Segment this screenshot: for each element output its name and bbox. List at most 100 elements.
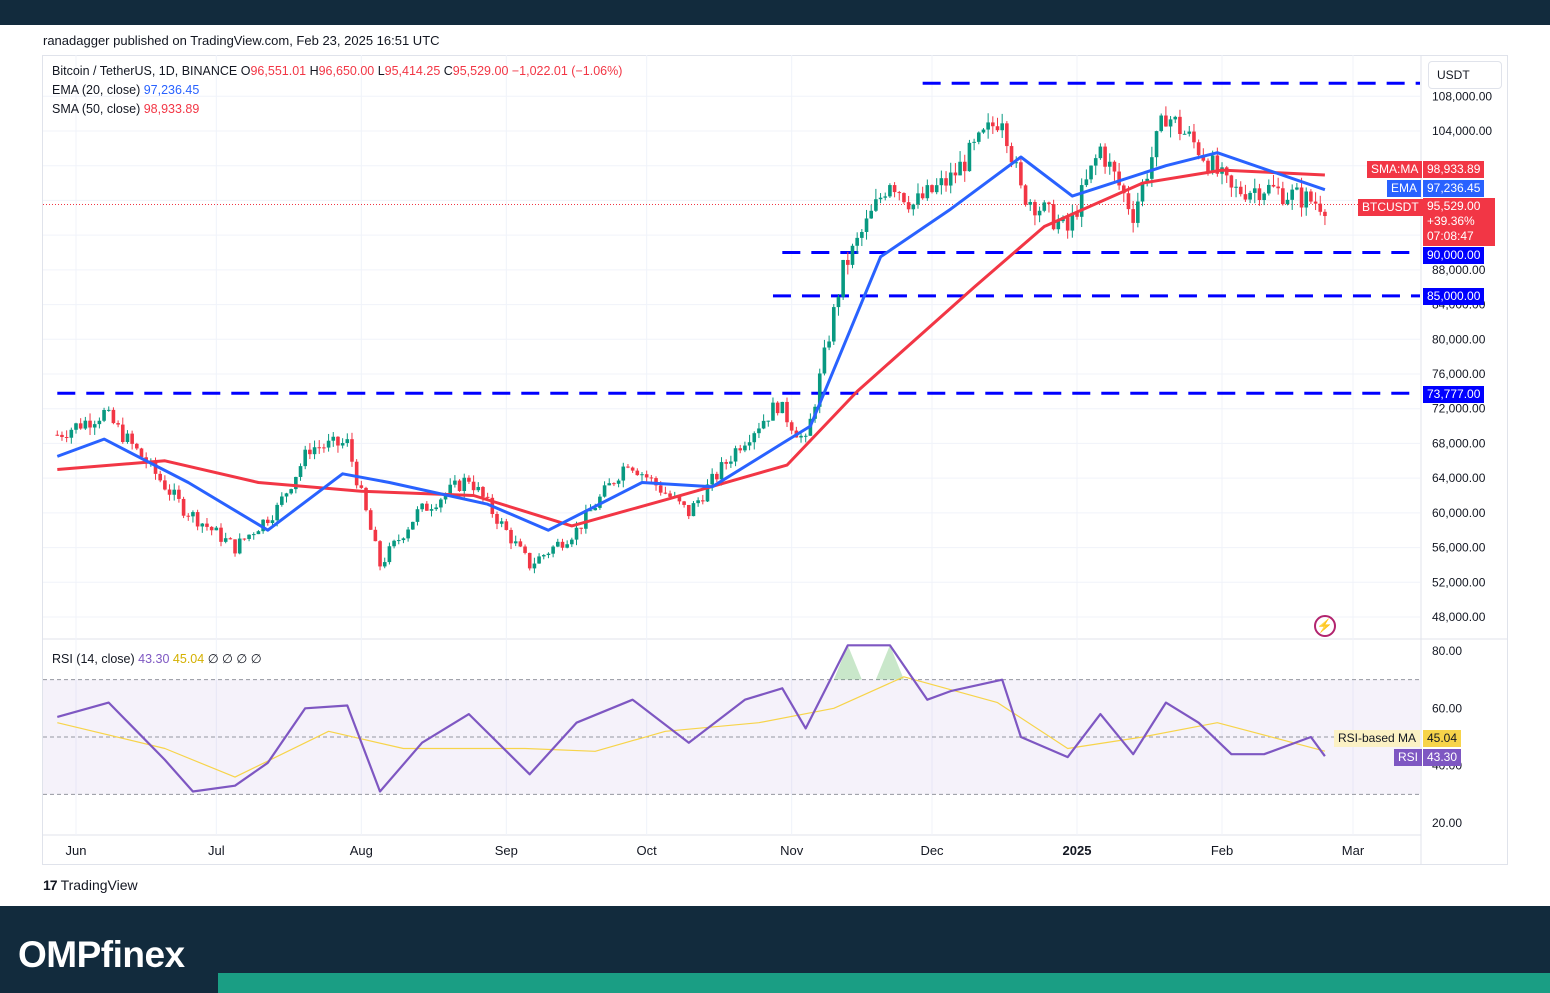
candle-body [785, 401, 789, 423]
candle-body [822, 347, 827, 374]
candle-body [729, 461, 733, 464]
candle-body [1187, 131, 1192, 134]
candle-body [401, 538, 406, 541]
candle-body [841, 259, 845, 297]
candle-body [649, 477, 654, 479]
tradingview-label: TradingView [60, 877, 138, 893]
time-tick-label: Feb [1211, 843, 1233, 858]
candle-body [1089, 165, 1093, 180]
flash-icon[interactable]: ⚡ [1314, 615, 1336, 637]
candle-body [88, 420, 92, 428]
candle-body [1164, 115, 1168, 127]
candle-body [1252, 188, 1257, 193]
candle-body [958, 161, 962, 176]
candle-body [934, 185, 939, 193]
candle-body [191, 512, 195, 517]
rsi-line [57, 644, 1326, 793]
candle-body [677, 496, 682, 502]
rsi-tag-value: 43.30 [1423, 749, 1462, 766]
candle-body [177, 489, 181, 499]
candle-body [350, 439, 354, 462]
rsi-legend-label: RSI (14, close) [52, 652, 135, 666]
candle-body [256, 531, 261, 535]
candle-body [986, 122, 990, 130]
candle-body [1201, 155, 1206, 161]
price-tick-label: 64,000.00 [1432, 471, 1486, 485]
candle-body [911, 204, 916, 210]
rsi-legend[interactable]: RSI (14, close) 43.30 45.04 ∅ ∅ ∅ ∅ [52, 651, 262, 666]
candle-body [541, 555, 546, 557]
tradingview-logo[interactable]: 17 TradingView [43, 877, 138, 893]
candle-body [69, 429, 74, 438]
candle-body [892, 185, 897, 193]
top-bar [0, 0, 1550, 25]
candle-body [1248, 192, 1252, 200]
candle-body [130, 433, 134, 444]
candle-body [658, 485, 663, 493]
ema-legend[interactable]: EMA (20, close) 97,236.45 [52, 83, 199, 97]
candle-body [883, 196, 888, 198]
candle-body [939, 178, 944, 186]
candle-body [83, 420, 88, 429]
candle-body [1285, 199, 1290, 205]
candle-body [546, 553, 551, 556]
candle-body [1318, 203, 1323, 212]
time-tick-label: Jun [66, 843, 87, 858]
candle-body [317, 447, 322, 449]
candle-body [635, 470, 640, 476]
candle-body [284, 493, 289, 497]
candle-body [102, 409, 106, 421]
candle-body [92, 424, 97, 428]
symbol-title[interactable]: Bitcoin / TetherUS, 1D, BINANCE [52, 64, 238, 78]
candle-body [1159, 115, 1164, 132]
candle-body [420, 503, 424, 510]
price-tag-countdown: 07:08:47 [1427, 229, 1474, 243]
candle-body [584, 510, 588, 529]
candle-body [789, 422, 794, 431]
sma-tag-label: SMA:MA [1367, 161, 1423, 178]
candle-body [916, 193, 920, 205]
candle-body [410, 521, 415, 530]
candle-body [331, 436, 336, 441]
sma-legend[interactable]: SMA (50, close) 98,933.89 [52, 102, 199, 116]
candle-body [719, 462, 724, 480]
candle-body [181, 498, 186, 516]
open-label: O [240, 64, 251, 78]
candle-body [443, 494, 448, 500]
candle-body [139, 448, 144, 458]
price-tick-label: 108,000.00 [1432, 89, 1492, 103]
candle-body [186, 515, 191, 517]
candle-body [817, 373, 822, 407]
candle-body [855, 237, 859, 246]
candle-body [906, 202, 911, 210]
candle-body [125, 433, 130, 442]
candle-body [710, 473, 714, 485]
candle-body [78, 423, 83, 429]
candle-body [640, 474, 644, 476]
time-tick-label: Nov [780, 843, 804, 858]
candle-body [864, 218, 869, 232]
candle-body [167, 489, 172, 495]
candle-body [1304, 191, 1309, 208]
candle-body [74, 423, 78, 430]
candle-body [733, 448, 738, 462]
candle-body [1107, 161, 1112, 167]
candle-body [364, 487, 368, 511]
candle-body [406, 529, 410, 539]
currency-selector[interactable]: USDT [1428, 61, 1502, 89]
candle-body [1098, 146, 1103, 159]
high-value: 96,650.00 [318, 64, 375, 78]
rsi-tick-label: 80.00 [1432, 644, 1462, 658]
candle-body [111, 409, 116, 424]
candle-body [373, 529, 378, 542]
candle-body [948, 172, 953, 186]
ema-20-line [56, 151, 1326, 532]
candle-body [1070, 212, 1075, 231]
candle-body [1112, 161, 1117, 172]
candle-body [1023, 185, 1028, 205]
time-tick-label: Oct [637, 843, 658, 858]
time-tick-label: Mar [1342, 843, 1365, 858]
candle-body [836, 296, 841, 308]
rsi-legend-extra: ∅ ∅ ∅ ∅ [207, 652, 262, 666]
